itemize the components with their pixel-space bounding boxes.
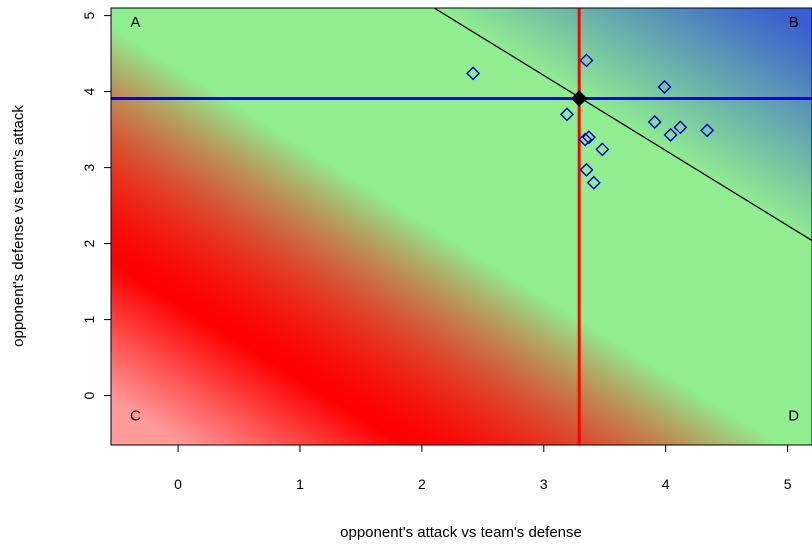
diagonal-line [432,8,812,242]
y-tick-label: 1 [81,315,97,323]
plot-background [111,8,812,445]
x-tick-label: 5 [784,476,792,492]
data-point [586,175,601,190]
x-tick-label: 4 [662,476,670,492]
y-tick-label: 4 [81,87,97,95]
y-tick-label: 0 [81,391,97,399]
data-point [559,107,574,122]
data-point [579,53,594,68]
corner-label-d: D [788,408,799,425]
data-point [581,130,596,145]
x-tick-label: 1 [296,476,304,492]
data-points [466,53,715,190]
data-point [657,80,672,95]
reference-lines [111,8,812,445]
axes: 0 1 2 3 4 5 0 1 2 3 4 5 [81,11,792,492]
corner-label-c: C [130,408,141,425]
data-point [647,115,662,129]
x-axis-label: opponent's attack vs team's defense [340,524,582,541]
x-tick-label: 0 [174,476,182,492]
data-point [673,120,688,135]
y-axis-label: opponent's defense vs team's attack [10,105,27,347]
y-tick-label: 5 [81,11,97,19]
y-tick-label: 3 [81,163,97,171]
x-tick-label: 2 [418,476,426,492]
corner-label-a: A [130,14,140,31]
y-tick-label: 2 [81,239,97,247]
data-point [466,66,481,81]
highlight-point [570,90,588,107]
gradient-background [111,8,812,445]
corner-labels: A B C D [130,14,799,425]
corner-label-b: B [789,14,799,31]
data-point [663,127,678,142]
data-point [578,132,593,147]
data-point [579,162,594,177]
data-point [595,142,610,157]
x-tick-label: 3 [540,476,548,492]
data-point [700,123,715,138]
